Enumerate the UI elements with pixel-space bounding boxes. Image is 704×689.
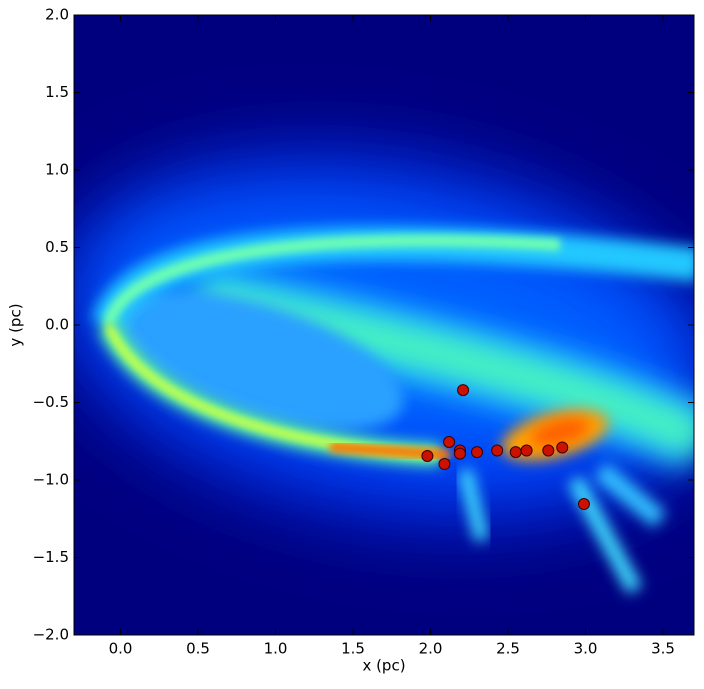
x-tick-label: 2.5: [496, 640, 520, 658]
y-axis-label: y (pc): [7, 303, 25, 346]
point: [443, 436, 456, 449]
point: [520, 444, 533, 457]
point: [542, 444, 555, 457]
point: [457, 384, 470, 397]
x-tick-label: 0.0: [109, 640, 133, 658]
point: [491, 444, 504, 457]
y-tick-label: −1.0: [33, 471, 69, 489]
x-axis-label: x (pc): [362, 657, 405, 675]
y-tick-label: 0.0: [45, 316, 69, 334]
x-tick-label: 1.0: [264, 640, 288, 658]
y-tick-label: 1.5: [45, 83, 69, 101]
density-map: [74, 15, 694, 635]
x-tick-label: 2.0: [419, 640, 443, 658]
x-tick-label: 1.5: [341, 640, 365, 658]
y-tick-label: −2.0: [33, 626, 69, 644]
point: [577, 498, 590, 511]
point: [509, 446, 522, 459]
point: [438, 458, 451, 471]
y-tick-label: 2.0: [45, 6, 69, 24]
point: [471, 446, 483, 459]
point: [556, 441, 569, 454]
x-tick-label: 3.0: [574, 640, 598, 658]
x-tick-label: 3.5: [651, 640, 675, 658]
y-tick-label: 1.0: [45, 161, 69, 179]
point: [421, 449, 434, 462]
y-tick-label: −0.5: [33, 393, 69, 411]
y-tick-label: 0.5: [45, 238, 69, 256]
point: [453, 447, 466, 460]
x-tick-label: 0.5: [186, 640, 210, 658]
y-tick-label: −1.5: [33, 548, 69, 566]
